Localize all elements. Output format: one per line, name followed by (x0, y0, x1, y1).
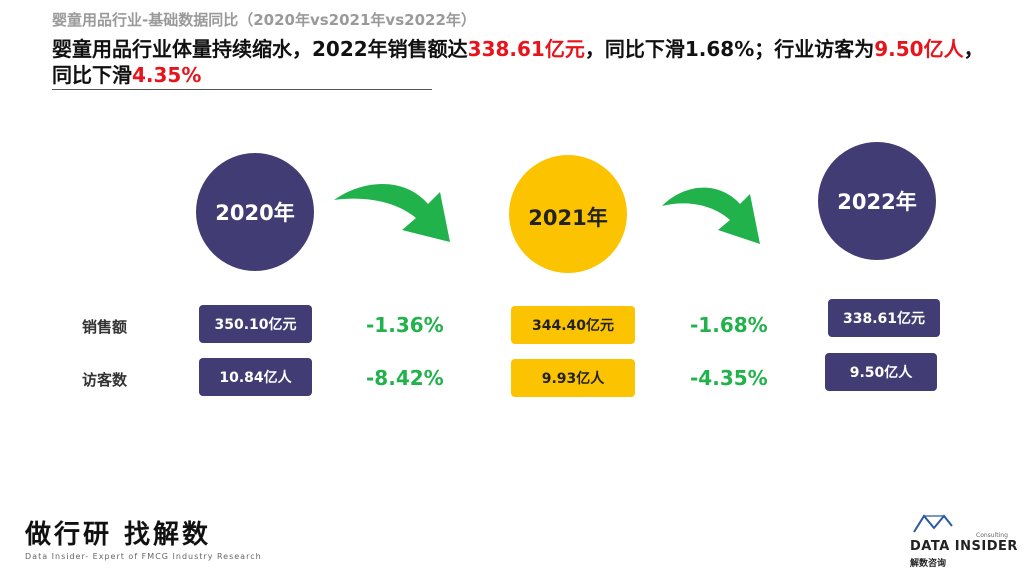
footer-tagline: Data Insider- Expert of FMCG Industry Re… (25, 552, 262, 561)
logo-icon (913, 514, 953, 533)
sales-change-2022: -1.68% (690, 313, 768, 337)
logo-name: DATA INSIDER (910, 539, 1018, 554)
sales-change-2021: -1.36% (366, 313, 444, 337)
divider (52, 89, 432, 90)
year-circle-2022: 2022年 (818, 142, 936, 260)
headline-text: 婴童用品行业体量持续缩水，2022年销售额达 (52, 37, 468, 61)
row-label-sales: 销售额 (82, 318, 128, 336)
headline-highlight: 338.61亿元 (467, 37, 585, 61)
visitors-value-2022: 9.50亿人 (825, 353, 937, 391)
row-label-visitors: 访客数 (82, 371, 128, 389)
sales-value-2022: 338.61亿元 (828, 299, 940, 337)
logo-cn: 解数咨询 (910, 559, 947, 569)
sales-value-2021: 344.40亿元 (511, 306, 635, 344)
headline-highlight: 4.35% (132, 63, 202, 87)
visitors-value-2020: 10.84亿人 (199, 358, 312, 396)
year-circle-2020: 2020年 (196, 153, 314, 271)
visitors-value-2021: 9.93亿人 (511, 359, 635, 397)
page-subtitle: 婴童用品行业-基础数据同比（2020年vs2021年vs2022年） (52, 11, 476, 29)
year-label: 2020年 (215, 201, 295, 225)
headline-highlight: 9.50亿人 (874, 37, 964, 61)
page-headline: 婴童用品行业体量持续缩水，2022年销售额达338.61亿元，同比下滑1.68%… (52, 36, 992, 88)
curved-arrow-icon (334, 184, 450, 242)
visitors-change-2022: -4.35% (690, 366, 768, 390)
headline-text: ，同比下滑1.68%；行业访客为 (584, 37, 875, 61)
footer-slogan: 做行研 找解数 (25, 520, 212, 550)
curved-arrow-icon (662, 187, 760, 244)
visitors-change-2021: -8.42% (366, 366, 444, 390)
sales-value-2020: 350.10亿元 (199, 305, 312, 343)
year-label: 2021年 (528, 206, 608, 230)
year-label: 2022年 (837, 190, 917, 214)
year-circle-2021: 2021年 (509, 155, 627, 273)
headline-text: ，同比下滑 (52, 37, 984, 87)
logo-small-text: Consulting (976, 532, 1008, 539)
